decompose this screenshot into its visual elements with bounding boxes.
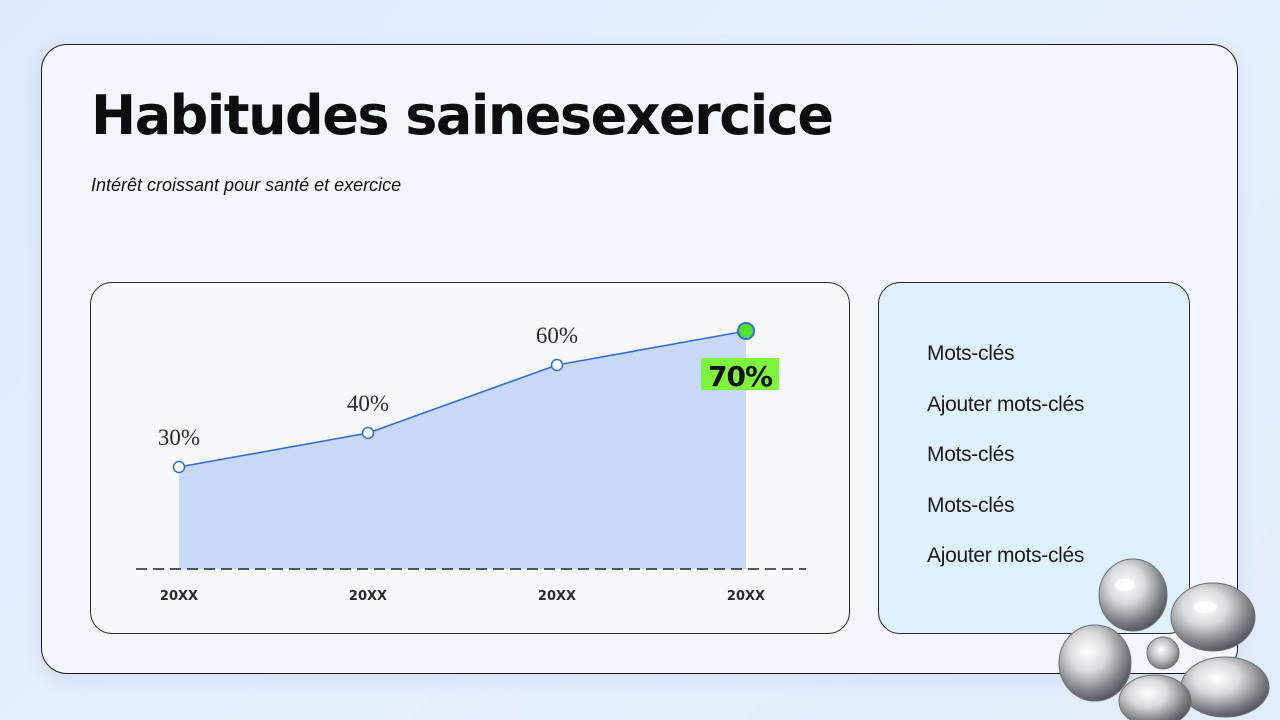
x-tick-label: 20XX <box>160 589 198 604</box>
x-tick-label: 20XX <box>727 589 765 604</box>
keyword-item: Mots-clés <box>927 342 1015 365</box>
data-label: 30% <box>158 425 200 450</box>
page-title: Habitudes sainesexercice <box>91 84 834 147</box>
chart-panel: 30% 20XX 40% 20XX 60% 20XX 70% 20XX <box>90 282 850 634</box>
data-label: 40% <box>347 391 389 416</box>
data-point <box>361 426 375 440</box>
x-tick-label: 20XX <box>349 589 387 604</box>
data-point <box>172 460 186 474</box>
keyword-item: Mots-clés <box>927 493 1015 517</box>
keyword-item: Mots-clés <box>927 443 1015 466</box>
data-label: 70% <box>708 360 773 393</box>
series-line <box>178 330 747 468</box>
data-point <box>550 358 564 372</box>
chrome-flower-icon <box>1058 558 1270 720</box>
x-tick-label: 20XX <box>538 589 576 604</box>
keywords-list: Mots-clés Ajouter mots-clés Mots-clés Mo… <box>927 341 1084 594</box>
keyword-item: Ajouter mots-clés <box>927 392 1085 416</box>
data-label: 60% <box>536 323 578 348</box>
page-subtitle: Intérêt croissant pour santé et exercice <box>91 175 402 195</box>
data-point <box>737 322 755 340</box>
area-chart: 30% 20XX 40% 20XX 60% 20XX 70% 20XX <box>136 322 806 604</box>
area-fill <box>179 331 746 569</box>
highlight-label-bg <box>701 358 779 390</box>
keyword-item: Ajouter mots-clés <box>927 544 1085 567</box>
